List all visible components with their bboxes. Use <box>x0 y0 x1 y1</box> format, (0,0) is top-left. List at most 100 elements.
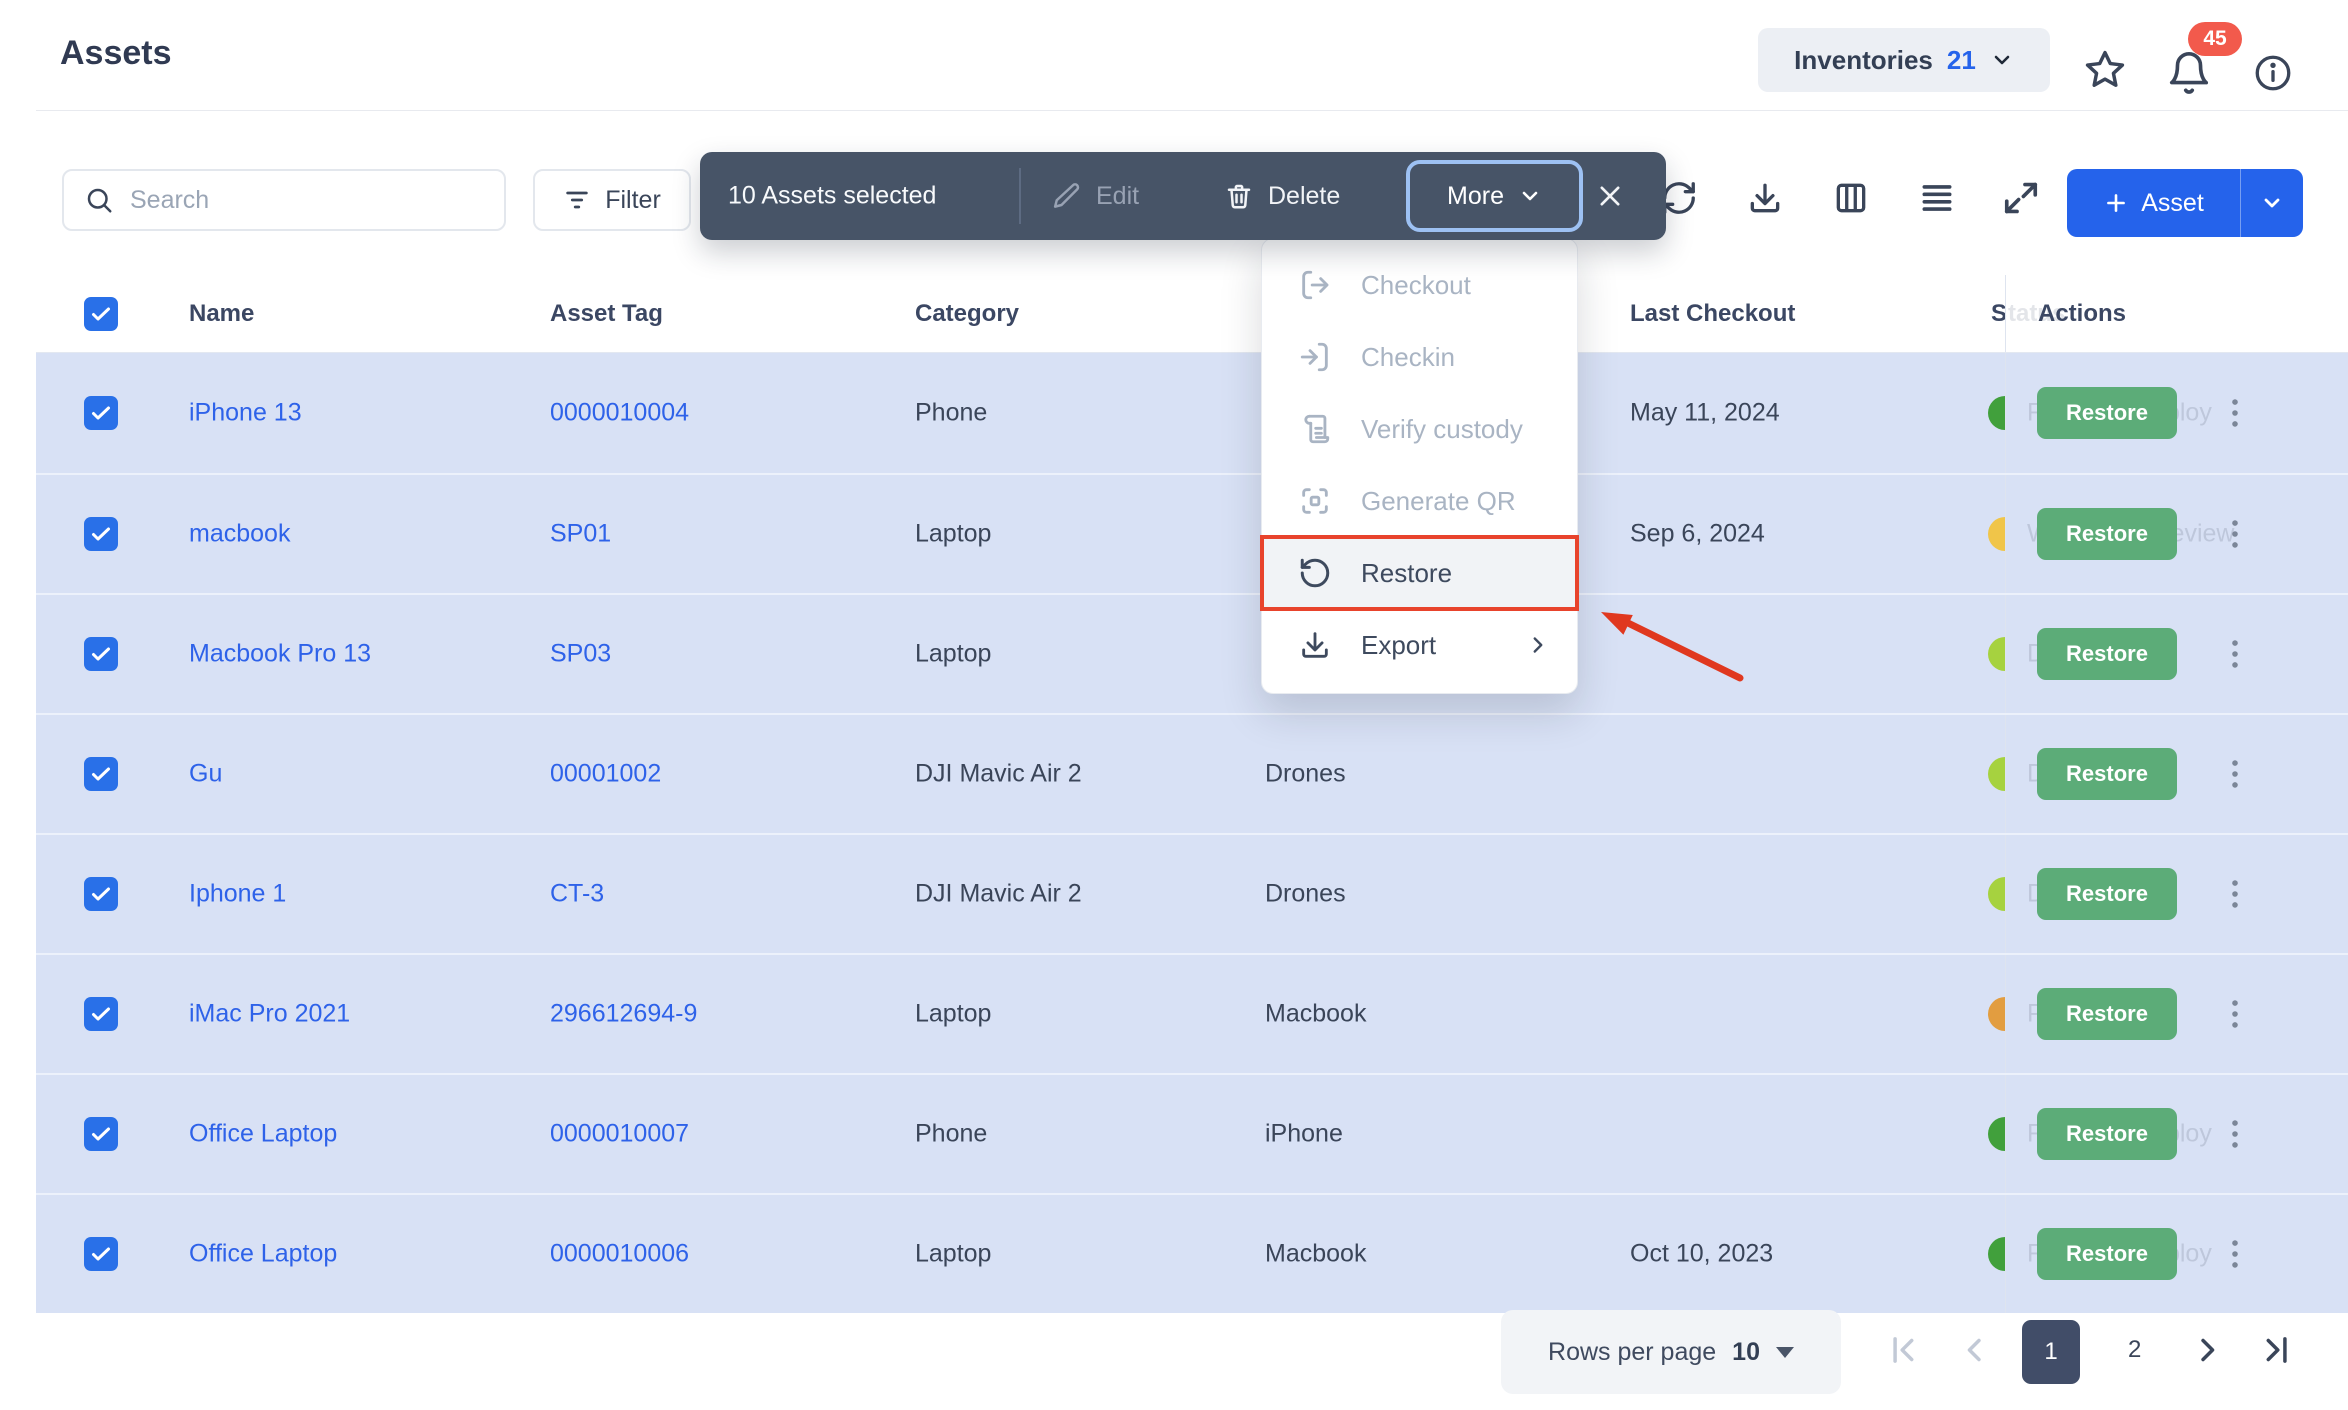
menu-item-label: Checkin <box>1361 341 1455 372</box>
star-icon[interactable] <box>2083 48 2127 92</box>
status-dot-clip <box>1988 1237 2005 1271</box>
workspace-selector[interactable]: Inventories 21 <box>1758 28 2050 92</box>
restore-button-label: Restore <box>2066 881 2148 906</box>
actions-column-divider <box>2005 955 2006 1073</box>
check-icon <box>92 887 110 901</box>
workspace-count: 21 <box>1946 44 1976 75</box>
bulk-edit-button[interactable]: Edit <box>1052 152 1139 240</box>
row-actions-menu-icon[interactable] <box>2220 517 2250 551</box>
restore-button[interactable]: Restore <box>2037 1108 2177 1160</box>
page-button-1[interactable]: 1 <box>2022 1320 2080 1384</box>
row-checkbox[interactable] <box>84 997 118 1031</box>
col4-cell: Drones <box>1265 879 1346 908</box>
row-checkbox[interactable] <box>84 757 118 791</box>
status-dot <box>1988 757 2005 791</box>
column-header-actions: Actions <box>2038 299 2127 327</box>
last-page-button[interactable] <box>2258 1331 2296 1369</box>
table-row: iMac Pro 2021 296612694-9 Laptop Macbook… <box>36 953 2348 1073</box>
asset-tag-link[interactable]: 0000010004 <box>550 398 690 427</box>
category-cell: DJI Mavic Air 2 <box>915 759 1082 788</box>
column-header-last-checkout[interactable]: Last Checkout <box>1630 299 1796 327</box>
asset-name-link[interactable]: macbook <box>189 519 291 548</box>
column-header-asset-tag[interactable]: Asset Tag <box>550 299 663 327</box>
restore-button[interactable]: Restore <box>2037 868 2177 920</box>
asset-tag-link[interactable]: 00001002 <box>550 759 662 788</box>
notification-badge: 45 <box>2188 22 2242 56</box>
filter-button[interactable]: Filter <box>533 169 691 231</box>
status-dot <box>1988 877 2005 911</box>
asset-name-link[interactable]: Gu <box>189 759 223 788</box>
restore-button[interactable]: Restore <box>2037 628 2177 680</box>
previous-page-button[interactable] <box>1956 1331 1994 1369</box>
asset-tag-link[interactable]: CT-3 <box>550 879 605 908</box>
asset-name-link[interactable]: Iphone 1 <box>189 879 287 908</box>
asset-name-link[interactable]: Office Laptop <box>189 1119 338 1148</box>
table-header: Name Asset Tag Category Last Checkout S … <box>36 275 2348 353</box>
restore-button[interactable]: Restore <box>2037 508 2177 560</box>
bell-icon[interactable] <box>2166 50 2212 96</box>
row-density-icon[interactable] <box>1918 179 1956 217</box>
column-header-name[interactable]: Name <box>189 299 255 327</box>
verify-custody-icon <box>1298 412 1332 446</box>
page-button-2[interactable]: 2 <box>2128 1336 2142 1363</box>
info-icon[interactable] <box>2252 52 2294 94</box>
restore-button-label: Restore <box>2066 400 2148 425</box>
row-checkbox[interactable] <box>84 1117 118 1151</box>
row-checkbox[interactable] <box>84 396 118 430</box>
status-dot-clip <box>1988 517 2005 551</box>
search-input[interactable] <box>130 185 484 215</box>
first-page-button[interactable] <box>1884 1331 1922 1369</box>
restore-button[interactable]: Restore <box>2037 1228 2177 1280</box>
expand-icon[interactable] <box>2002 179 2040 217</box>
rows-per-page-selector[interactable]: Rows per page 10 <box>1501 1310 1841 1394</box>
check-icon <box>92 406 110 420</box>
row-checkbox[interactable] <box>84 877 118 911</box>
select-all-checkbox[interactable] <box>84 296 118 331</box>
row-actions-menu-icon[interactable] <box>2220 1117 2250 1151</box>
close-selection-icon[interactable] <box>1596 182 1624 210</box>
asset-tag-link[interactable]: SP01 <box>550 519 612 548</box>
table-row: Gu 00001002 DJI Mavic Air 2 Drones Deplo… <box>36 713 2348 833</box>
status-dot-clip <box>1988 877 2005 911</box>
column-header-category[interactable]: Category <box>915 299 1020 327</box>
menu-item-checkout: Checkout <box>1262 249 1577 321</box>
check-icon <box>92 1127 110 1141</box>
next-page-button[interactable] <box>2188 1331 2226 1369</box>
row-actions-menu-icon[interactable] <box>2220 997 2250 1031</box>
chevron-down-icon <box>2264 198 2280 208</box>
row-actions-menu-icon[interactable] <box>2220 1237 2250 1271</box>
row-checkbox[interactable] <box>84 1237 118 1271</box>
row-checkbox[interactable] <box>84 637 118 671</box>
asset-tag-link[interactable]: 296612694-9 <box>550 999 698 1028</box>
download-icon[interactable] <box>1746 179 1784 217</box>
menu-item-restore[interactable]: Restore <box>1260 535 1579 611</box>
status-dot-clip <box>1988 637 2005 671</box>
export-icon <box>1298 628 1332 662</box>
row-actions-menu-icon[interactable] <box>2220 877 2250 911</box>
filter-icon <box>563 186 591 214</box>
asset-name-link[interactable]: iPhone 13 <box>189 398 302 427</box>
asset-tag-link[interactable]: SP03 <box>550 639 612 668</box>
restore-button-label: Restore <box>2066 1121 2148 1146</box>
asset-tag-link[interactable]: 0000010007 <box>550 1119 690 1148</box>
check-icon <box>92 527 110 541</box>
asset-tag-link[interactable]: 0000010006 <box>550 1239 690 1268</box>
add-asset-button[interactable]: Asset <box>2067 169 2241 237</box>
asset-name-link[interactable]: Office Laptop <box>189 1239 338 1268</box>
restore-button[interactable]: Restore <box>2037 988 2177 1040</box>
row-checkbox[interactable] <box>84 517 118 551</box>
restore-button[interactable]: Restore <box>2037 748 2177 800</box>
menu-item-export[interactable]: Export <box>1262 609 1577 681</box>
columns-icon[interactable] <box>1832 179 1870 217</box>
table-row: Macbook Pro 13 SP03 Laptop Deployable Re… <box>36 593 2348 713</box>
bulk-more-button[interactable]: More <box>1406 160 1583 232</box>
menu-item-label: Export <box>1361 629 1437 660</box>
asset-name-link[interactable]: Macbook Pro 13 <box>189 639 372 668</box>
row-actions-menu-icon[interactable] <box>2220 396 2250 430</box>
row-actions-menu-icon[interactable] <box>2220 637 2250 671</box>
add-asset-menu-button[interactable] <box>2241 169 2303 237</box>
restore-button[interactable]: Restore <box>2037 387 2177 439</box>
bulk-delete-button[interactable]: Delete <box>1224 152 1340 240</box>
row-actions-menu-icon[interactable] <box>2220 757 2250 791</box>
asset-name-link[interactable]: iMac Pro 2021 <box>189 999 351 1028</box>
